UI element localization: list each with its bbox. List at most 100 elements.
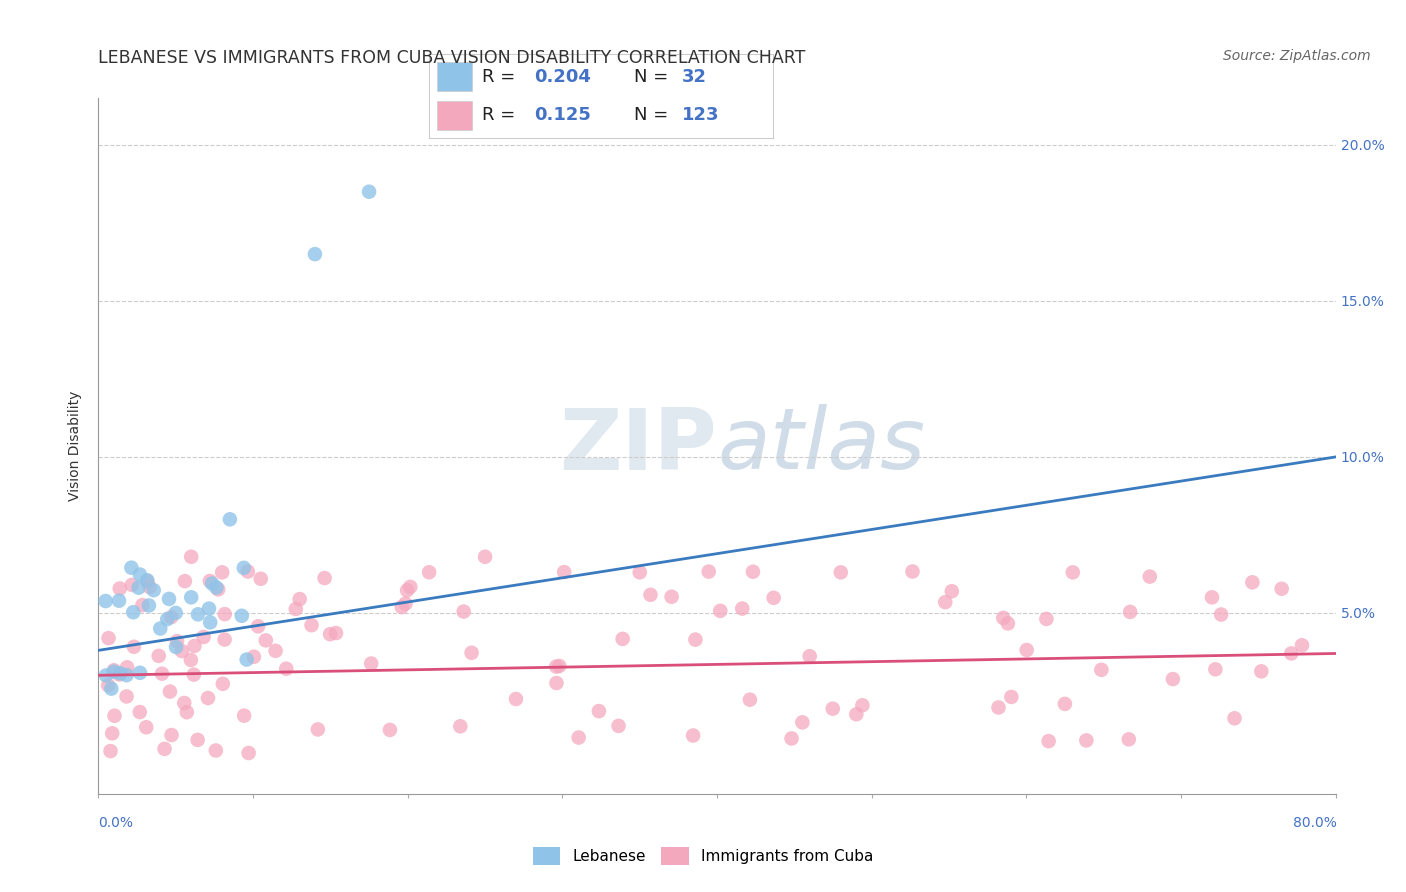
Point — [612, 632, 634, 646]
Point — [128, 581, 150, 595]
Point — [607, 719, 630, 733]
Point — [205, 581, 228, 595]
Point — [243, 649, 266, 664]
Point — [697, 565, 720, 579]
Point — [738, 692, 761, 706]
Point — [284, 602, 307, 616]
Point — [742, 565, 765, 579]
Text: N =: N = — [634, 68, 668, 86]
Point — [640, 588, 662, 602]
Point — [301, 618, 323, 632]
Point — [211, 677, 233, 691]
Point — [187, 732, 209, 747]
Point — [731, 601, 754, 615]
Point — [238, 746, 260, 760]
Point — [103, 708, 125, 723]
Point — [1015, 643, 1038, 657]
Point — [1291, 638, 1313, 652]
Text: N =: N = — [634, 106, 668, 124]
Point — [153, 742, 176, 756]
Point — [474, 549, 496, 564]
Point — [173, 696, 195, 710]
Point — [157, 591, 180, 606]
Point — [94, 668, 117, 682]
Point — [135, 720, 157, 734]
Point — [941, 584, 963, 599]
Point — [232, 561, 254, 575]
Point — [378, 723, 401, 737]
Point — [1000, 690, 1022, 704]
Point — [418, 566, 440, 580]
Point — [685, 632, 707, 647]
Point — [148, 648, 170, 663]
Text: 123: 123 — [682, 106, 720, 124]
Point — [115, 668, 138, 682]
Point — [236, 565, 259, 579]
Point — [233, 708, 256, 723]
Point — [1119, 605, 1142, 619]
Point — [661, 590, 683, 604]
Point — [100, 744, 122, 758]
Point — [149, 622, 172, 636]
Point — [180, 653, 202, 667]
Point — [198, 601, 221, 615]
Point — [100, 681, 122, 696]
Point — [138, 599, 160, 613]
Point — [120, 560, 142, 574]
Point — [357, 185, 380, 199]
Point — [254, 633, 277, 648]
Point — [103, 663, 125, 677]
Text: 0.204: 0.204 — [534, 68, 591, 86]
Point — [160, 728, 183, 742]
Point — [249, 572, 271, 586]
Point — [165, 606, 187, 620]
Point — [108, 667, 131, 681]
Point — [176, 705, 198, 719]
Point — [1204, 662, 1226, 676]
Point — [214, 607, 236, 622]
Text: 32: 32 — [682, 68, 707, 86]
Legend: Lebanese, Immigrants from Cuba: Lebanese, Immigrants from Cuba — [527, 841, 879, 871]
Point — [568, 731, 591, 745]
Point — [1139, 569, 1161, 583]
Point — [165, 640, 187, 654]
Point — [1250, 665, 1272, 679]
Point — [792, 715, 814, 730]
Point — [762, 591, 785, 605]
Point — [553, 565, 575, 579]
Point — [1241, 575, 1264, 590]
Point — [160, 610, 183, 624]
Y-axis label: Vision Disability: Vision Disability — [69, 391, 83, 501]
Point — [901, 565, 924, 579]
Point — [219, 512, 242, 526]
Point — [1053, 697, 1076, 711]
Point — [1211, 607, 1233, 622]
Text: R =: R = — [482, 68, 516, 86]
Point — [460, 646, 482, 660]
Point — [129, 567, 152, 582]
Point — [780, 731, 803, 746]
Point — [304, 247, 326, 261]
Point — [128, 705, 150, 719]
Point — [214, 632, 236, 647]
Point — [174, 574, 197, 588]
Point — [288, 592, 311, 607]
Point — [156, 612, 179, 626]
Point — [628, 566, 651, 580]
Point — [396, 583, 419, 598]
Point — [325, 626, 347, 640]
Point — [276, 662, 298, 676]
Point — [1038, 734, 1060, 748]
Point — [1090, 663, 1112, 677]
Point — [103, 665, 125, 679]
Point — [1271, 582, 1294, 596]
Point — [97, 631, 120, 645]
Point — [207, 582, 229, 597]
Point — [211, 566, 233, 580]
Point — [247, 619, 270, 633]
Point — [101, 726, 124, 740]
Point — [1118, 732, 1140, 747]
Point — [449, 719, 471, 733]
Point — [821, 701, 844, 715]
Point — [94, 594, 117, 608]
